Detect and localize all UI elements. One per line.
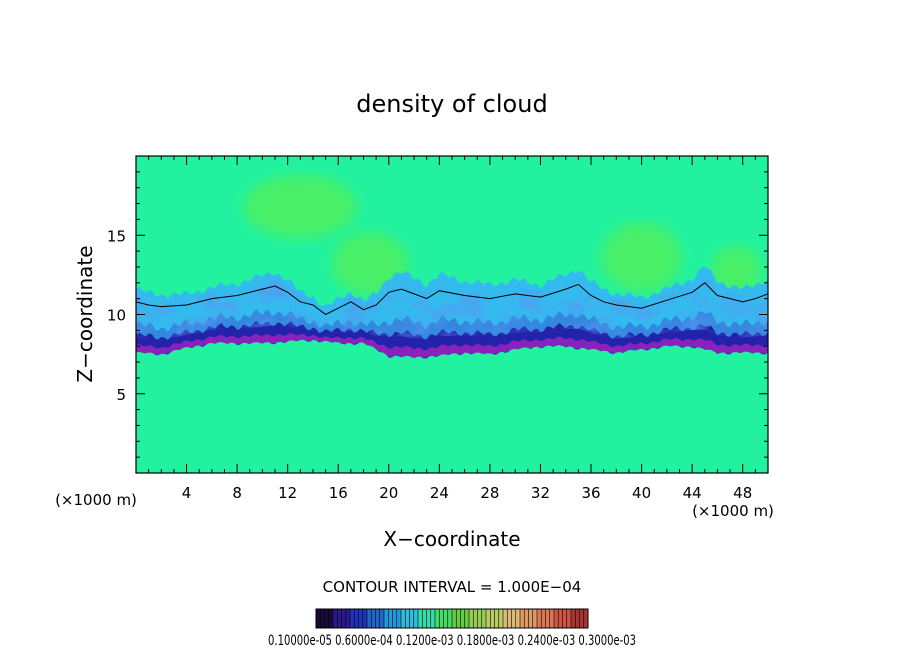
colorbar-swatch <box>443 609 448 628</box>
colorbar-swatch <box>409 609 414 628</box>
colorbar-swatch <box>341 609 346 628</box>
colorbar-swatch <box>354 609 359 628</box>
colorbar-swatch <box>333 609 338 628</box>
x-axis-title: X−coordinate <box>383 527 520 551</box>
colorbar-swatch <box>571 609 576 628</box>
colorbar <box>315 609 589 628</box>
colorbar-swatch <box>537 609 542 628</box>
colorbar-swatch <box>511 609 516 628</box>
colorbar-swatch <box>405 609 410 628</box>
cloud-density-field <box>136 156 768 473</box>
lighter-density-blob <box>331 232 408 296</box>
colorbar-swatch <box>392 609 397 628</box>
y-axis-title: Z−coordinate <box>73 245 97 382</box>
colorbar-swatch <box>473 609 478 628</box>
x-tick-label: 4 <box>182 484 192 502</box>
y-tick-label: 15 <box>107 227 126 245</box>
x-tick-label: 20 <box>379 484 398 502</box>
x-tick-label: 36 <box>581 484 600 502</box>
colorbar-swatch <box>566 609 572 628</box>
x-tick-label: 12 <box>278 484 297 502</box>
colorbar-swatch <box>439 609 444 628</box>
contour-interval-label: CONTOUR INTERVAL = 1.000E−04 <box>323 578 582 596</box>
colorbar-swatch <box>396 609 402 628</box>
colorbar-swatch <box>362 609 368 628</box>
colorbar-swatch <box>554 609 559 628</box>
colorbar-swatch <box>583 609 589 628</box>
y-tick-label: 5 <box>116 386 126 404</box>
x-tick-label: 48 <box>733 484 752 502</box>
lighter-density-blob <box>601 222 683 293</box>
colorbar-swatch <box>320 609 325 628</box>
colorbar-swatch <box>379 609 385 628</box>
colorbar-swatch <box>447 609 453 628</box>
lighter-density-blob <box>711 246 762 294</box>
colorbar-swatch <box>477 609 482 628</box>
colorbar-swatch <box>345 609 351 628</box>
colorbar-swatch <box>494 609 499 628</box>
colorbar-swatch <box>418 609 423 628</box>
x-unit-label: (×1000 m) <box>692 502 774 520</box>
y-axis-ticks: 5 10 15 <box>107 171 768 458</box>
colorbar-labels: 0.10000e-05 0.6000e-04 0.1200e-03 0.1800… <box>268 633 636 649</box>
colorbar-swatch <box>430 609 436 628</box>
colorbar-swatch <box>401 609 406 628</box>
density-contour-line <box>136 282 768 316</box>
colorbar-swatch <box>562 609 567 628</box>
colorbar-swatch <box>324 609 329 628</box>
bottom-purple-band <box>136 332 768 358</box>
x-tick-label: 24 <box>430 484 449 502</box>
colorbar-swatch <box>541 609 546 628</box>
colorbar-swatch <box>528 609 533 628</box>
colorbar-swatch <box>337 609 342 628</box>
colorbar-swatch <box>460 609 465 628</box>
chart-title: density of cloud <box>356 90 547 118</box>
colorbar-swatch <box>435 609 440 628</box>
x-tick-label: 40 <box>632 484 651 502</box>
colorbar-swatch <box>469 609 474 628</box>
colorbar-swatch <box>579 609 584 628</box>
colorbar-swatch <box>532 609 538 628</box>
colorbar-swatch <box>498 609 504 628</box>
colorbar-swatch <box>507 609 512 628</box>
colorbar-swatch <box>524 609 529 628</box>
colorbar-swatch <box>520 609 525 628</box>
colorbar-swatch <box>328 609 334 628</box>
colorbar-swatch <box>464 609 470 628</box>
x-tick-label: 16 <box>329 484 348 502</box>
colorbar-swatch <box>515 609 521 628</box>
colorbar-swatch <box>384 609 389 628</box>
colorbar-swatch <box>456 609 461 628</box>
colorbar-swatch <box>490 609 495 628</box>
colorbar-swatch <box>413 609 419 628</box>
colorbar-swatch <box>452 609 457 628</box>
colorbar-swatch <box>575 609 580 628</box>
x-tick-label: 32 <box>531 484 550 502</box>
colorbar-swatch <box>388 609 393 628</box>
colorbar-swatch <box>367 609 372 628</box>
colorbar-swatch <box>486 609 491 628</box>
colorbar-swatch <box>358 609 363 628</box>
x-axis-ticks: 4 8 12 16 20 24 28 32 36 40 44 48 <box>148 156 756 502</box>
x-tick-label: 8 <box>232 484 242 502</box>
colorbar-swatch <box>371 609 376 628</box>
colorbar-swatch <box>545 609 550 628</box>
colorbar-frame <box>315 608 589 629</box>
colorbar-swatch <box>350 609 355 628</box>
colorbar-swatch <box>503 609 508 628</box>
x-tick-label: 28 <box>480 484 499 502</box>
x-tick-label: 44 <box>683 484 702 502</box>
y-tick-label: 10 <box>107 307 126 325</box>
colorbar-swatch <box>558 609 563 628</box>
colorbar-swatch <box>426 609 431 628</box>
colorbar-swatch <box>375 609 380 628</box>
colorbar-swatch <box>549 609 555 628</box>
lighter-density-blob <box>243 175 358 239</box>
colorbar-swatch <box>422 609 427 628</box>
y-unit-label: (×1000 m) <box>55 491 137 509</box>
colorbar-swatch <box>481 609 487 628</box>
colorbar-swatch <box>316 609 321 628</box>
